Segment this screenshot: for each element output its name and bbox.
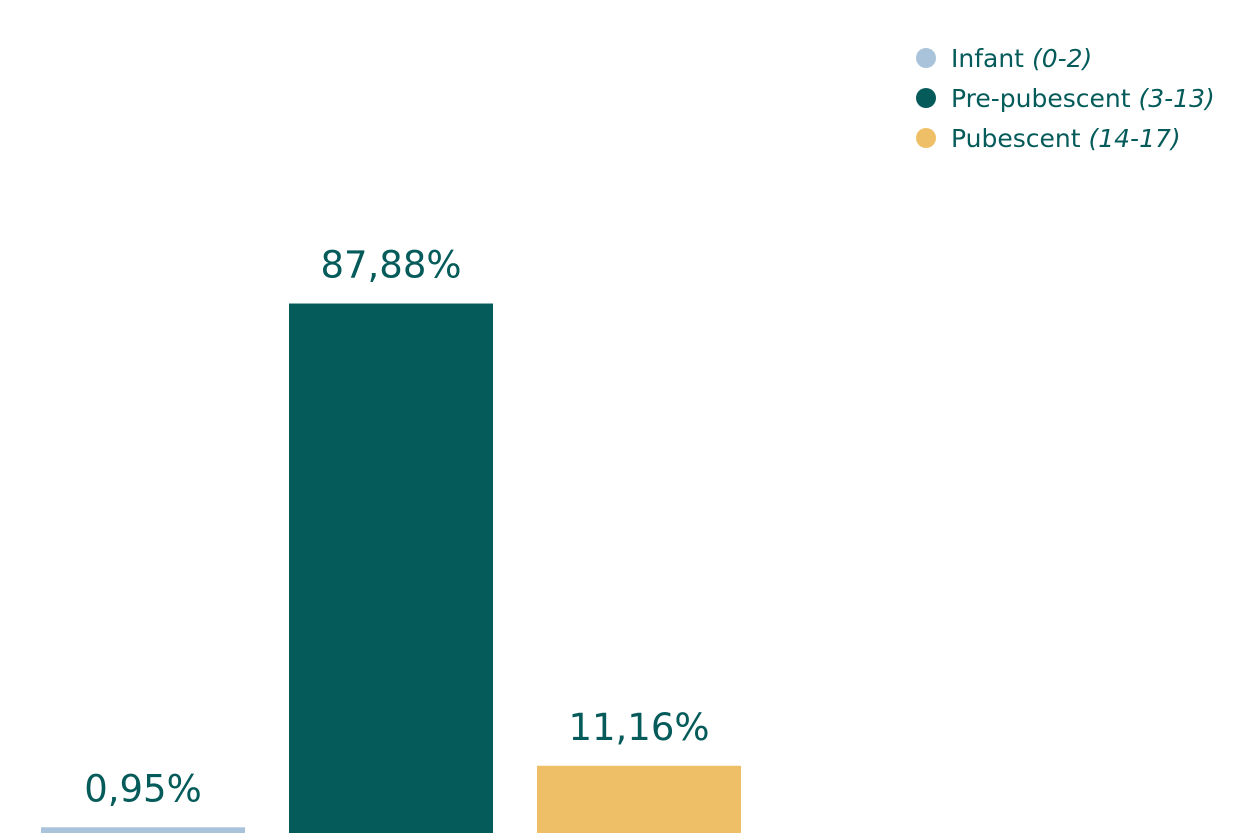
- legend-swatch-infant: [916, 48, 936, 68]
- legend-range-infant: (0-2): [1031, 43, 1093, 73]
- data-label-pubescent: 11,16%: [568, 706, 709, 749]
- legend-range-pubescent: (14-17): [1088, 123, 1181, 153]
- bar-pubescent: [537, 765, 741, 833]
- legend-range-pre-pubescent: (3-13): [1138, 83, 1215, 113]
- legend-swatch-pubescent: [916, 128, 936, 148]
- chart-legend: Infant (0-2) Pre-pubescent (3-13) Pubesc…: [916, 38, 1215, 158]
- legend-label-infant: Infant: [951, 43, 1024, 73]
- legend-label-pre-pubescent: Pre-pubescent: [951, 83, 1131, 113]
- legend-swatch-pre-pubescent: [916, 88, 936, 108]
- bar-infant: [41, 827, 245, 833]
- legend-item-pubescent: Pubescent (14-17): [916, 118, 1215, 158]
- legend-label-pubescent: Pubescent: [951, 123, 1081, 153]
- legend-item-infant: Infant (0-2): [916, 38, 1215, 78]
- data-label-pre-pubescent: 87,88%: [320, 244, 461, 287]
- data-label-infant: 0,95%: [84, 767, 202, 810]
- legend-item-pre-pubescent: Pre-pubescent (3-13): [916, 78, 1215, 118]
- bar-pre-pubescent: [289, 303, 493, 833]
